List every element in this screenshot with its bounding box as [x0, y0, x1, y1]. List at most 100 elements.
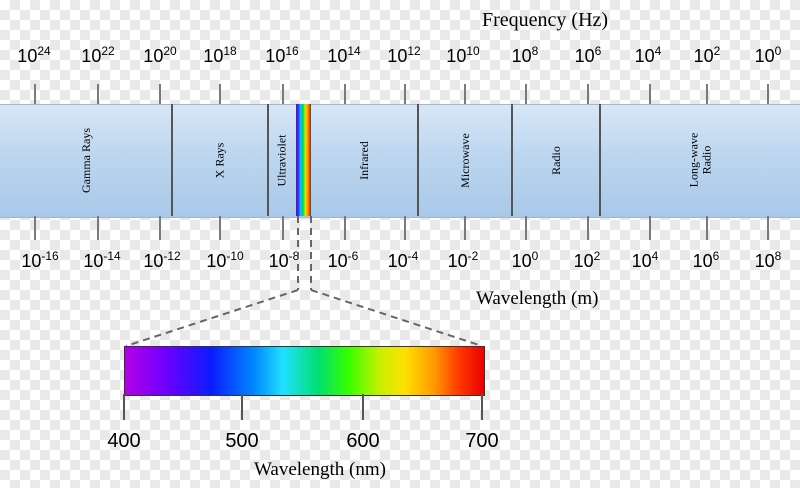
wavelength-tick [525, 216, 527, 240]
frequency-label: 100 [755, 44, 782, 67]
wavelength-label-base: 10 [573, 251, 594, 271]
frequency-label-base: 10 [446, 46, 467, 66]
wavelength-label-base: 10 [447, 251, 468, 271]
region-divider [309, 104, 311, 216]
frequency-tick [159, 84, 161, 104]
wavelength-label: 10-6 [328, 249, 359, 272]
wavelength-label-base: 10 [327, 251, 348, 271]
wavelength-tick [34, 216, 36, 240]
wavelength-label: 100 [512, 249, 539, 272]
wavelength-label-base: 10 [268, 251, 289, 271]
wavelength-label-base: 10 [206, 251, 227, 271]
wavelength-label: 106 [693, 249, 720, 272]
wavelength-label: 10-2 [448, 249, 479, 272]
frequency-label: 1014 [327, 44, 360, 67]
wavelength-label-exponent: 2 [593, 249, 601, 263]
spectrum-band [0, 104, 800, 218]
wavelength-label-exponent: -14 [103, 249, 121, 263]
wavelength-tick [97, 216, 99, 240]
frequency-tick [767, 84, 769, 104]
nm-label: 400 [107, 430, 141, 452]
frequency-label-base: 10 [143, 46, 164, 66]
nm-tick [123, 394, 125, 420]
nm-label: 700 [465, 430, 499, 452]
visible-spectrum-bar [124, 346, 485, 396]
frequency-tick [706, 84, 708, 104]
wavelength-label-exponent: 6 [712, 249, 720, 263]
wavelength-tick [706, 216, 708, 240]
wavelength-label: 10-14 [83, 249, 120, 272]
frequency-label: 108 [512, 44, 539, 67]
visible-spectrum-title: Wavelength (nm) [254, 459, 386, 480]
frequency-label-exponent: 18 [223, 44, 237, 58]
frequency-label-base: 10 [693, 46, 714, 66]
frequency-label-exponent: 2 [713, 44, 721, 58]
frequency-label-exponent: 22 [101, 44, 115, 58]
nm-label: 500 [225, 430, 259, 452]
wavelength-axis-title: Wavelength (m) [476, 288, 599, 309]
frequency-label-exponent: 6 [594, 44, 602, 58]
region-divider [599, 104, 601, 216]
frequency-label-exponent: 10 [466, 44, 480, 58]
frequency-label: 1024 [17, 44, 50, 67]
frequency-label-base: 10 [203, 46, 224, 66]
frequency-tick [219, 84, 221, 104]
wavelength-tick [649, 216, 651, 240]
region-divider [267, 104, 269, 216]
wavelength-label-exponent: -12 [163, 249, 181, 263]
nm-tick [362, 394, 364, 420]
wavelength-tick [344, 216, 346, 240]
frequency-tick [649, 84, 651, 104]
wavelength-label-exponent: 0 [531, 249, 539, 263]
wavelength-tick [587, 216, 589, 240]
frequency-label-exponent: 24 [37, 44, 51, 58]
wavelength-tick [404, 216, 406, 240]
wavelength-label-exponent: -4 [407, 249, 419, 263]
wavelength-label: 104 [632, 249, 659, 272]
wavelength-label-base: 10 [631, 251, 652, 271]
wavelength-label: 102 [574, 249, 601, 272]
wavelength-label-exponent: 8 [774, 249, 782, 263]
nm-tick [481, 394, 483, 420]
frequency-label: 1020 [143, 44, 176, 67]
frequency-tick [282, 84, 284, 104]
frequency-label-base: 10 [634, 46, 655, 66]
wavelength-label: 108 [755, 249, 782, 272]
wavelength-label-base: 10 [387, 251, 408, 271]
wavelength-label-base: 10 [692, 251, 713, 271]
nm-label: 600 [346, 430, 380, 452]
region-divider [417, 104, 419, 216]
frequency-tick [97, 84, 99, 104]
wavelength-label-exponent: 4 [651, 249, 659, 263]
frequency-label-base: 10 [265, 46, 286, 66]
frequency-label: 1022 [81, 44, 114, 67]
frequency-tick [525, 84, 527, 104]
frequency-label-base: 10 [511, 46, 532, 66]
wavelength-label-base: 10 [21, 251, 42, 271]
frequency-label-base: 10 [81, 46, 102, 66]
frequency-label: 1018 [203, 44, 236, 67]
wavelength-label-base: 10 [754, 251, 775, 271]
frequency-label-base: 10 [754, 46, 775, 66]
wavelength-label-exponent: -8 [288, 249, 300, 263]
wavelength-label: 10-4 [388, 249, 419, 272]
wavelength-tick [282, 216, 284, 240]
frequency-label: 104 [635, 44, 662, 67]
wavelength-label-exponent: -2 [467, 249, 479, 263]
wavelength-label-base: 10 [143, 251, 164, 271]
wavelength-label-exponent: -10 [226, 249, 244, 263]
frequency-label: 1010 [446, 44, 479, 67]
frequency-label-exponent: 4 [654, 44, 662, 58]
frequency-label-base: 10 [17, 46, 38, 66]
frequency-label-exponent: 12 [407, 44, 421, 58]
visible-light-strip [296, 104, 310, 216]
region-divider [511, 104, 513, 216]
wavelength-label: 10-16 [21, 249, 58, 272]
wavelength-label-base: 10 [83, 251, 104, 271]
frequency-label: 1016 [265, 44, 298, 67]
zoom-line-left-diagonal [125, 289, 299, 347]
frequency-label-exponent: 14 [347, 44, 361, 58]
frequency-tick [34, 84, 36, 104]
wavelength-label: 10-8 [269, 249, 300, 272]
